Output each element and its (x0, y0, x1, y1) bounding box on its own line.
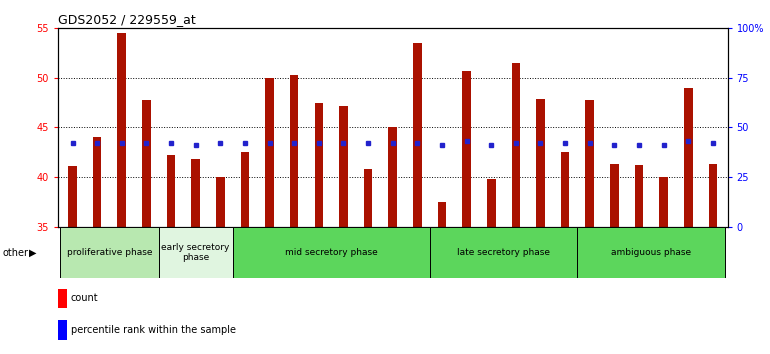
Bar (167, 155, 176, 227)
Text: early secretory
phase: early secretory phase (162, 242, 230, 262)
Bar (339, 105, 348, 227)
Text: proliferative phase: proliferative phase (67, 248, 152, 257)
Text: ▶: ▶ (29, 248, 37, 258)
Bar (93, 137, 102, 227)
Bar (585, 100, 594, 227)
Bar (388, 127, 397, 227)
Bar (60, 227, 159, 278)
Text: ambiguous phase: ambiguous phase (611, 248, 691, 257)
Bar (314, 103, 323, 227)
Bar (487, 179, 496, 227)
Bar (413, 43, 422, 227)
Text: GDS2052 / 229559_at: GDS2052 / 229559_at (58, 13, 196, 26)
Bar (578, 227, 725, 278)
Bar (659, 177, 668, 227)
Bar (561, 152, 569, 227)
Bar (159, 227, 233, 278)
Bar (430, 227, 578, 278)
Bar (240, 152, 249, 227)
Bar (462, 71, 471, 227)
Bar (536, 99, 545, 227)
Bar (233, 227, 430, 278)
Bar (437, 202, 447, 227)
Bar (684, 88, 692, 227)
Bar (708, 164, 717, 227)
Bar (118, 33, 126, 227)
Bar (265, 78, 274, 227)
Text: mid secretory phase: mid secretory phase (285, 248, 377, 257)
Bar (216, 177, 225, 227)
Text: late secretory phase: late secretory phase (457, 248, 550, 257)
Bar (363, 169, 373, 227)
Bar (290, 75, 299, 227)
Bar (610, 164, 618, 227)
Bar (192, 159, 200, 227)
Text: count: count (71, 293, 99, 303)
Text: other: other (2, 248, 28, 258)
Bar (69, 166, 77, 227)
Bar (634, 165, 643, 227)
Bar (142, 100, 151, 227)
Text: percentile rank within the sample: percentile rank within the sample (71, 325, 236, 335)
Bar (511, 63, 521, 227)
